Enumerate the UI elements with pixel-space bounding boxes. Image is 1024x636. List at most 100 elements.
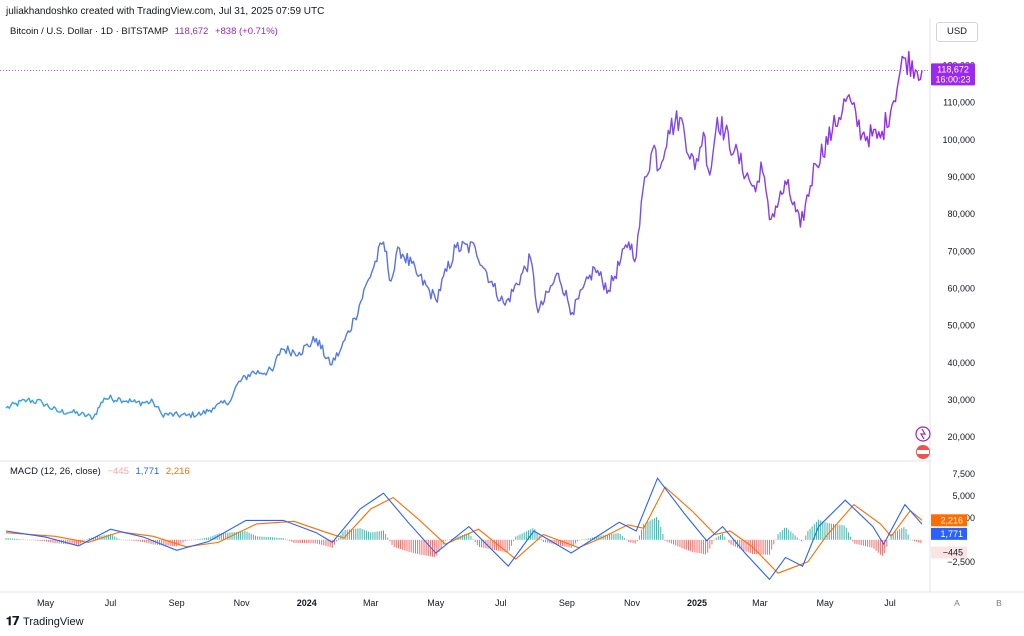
- macd-histogram-bar: [707, 539, 709, 553]
- macd-histogram-bar: [449, 539, 451, 540]
- macd-histogram-bar: [368, 531, 370, 540]
- price-tick-label: 40,000: [947, 358, 975, 368]
- macd-histogram-bar: [500, 539, 502, 552]
- macd-histogram-bar: [649, 520, 651, 540]
- macd-histogram-bar: [487, 539, 489, 549]
- macd-tick-label: 7,500: [952, 469, 975, 479]
- macd-histogram-bar: [854, 539, 856, 544]
- macd-line: [5, 477, 923, 581]
- macd-histogram-bar: [828, 523, 830, 540]
- macd-histogram-bar: [353, 528, 355, 540]
- time-tick-label: 2024: [297, 598, 317, 608]
- footer-brand: 𝟏𝟳 TradingView: [6, 614, 84, 629]
- macd-histogram-bar: [794, 535, 796, 540]
- macd-histogram-bar: [466, 533, 468, 540]
- macd-histogram-bar: [263, 536, 265, 540]
- price-change: +838 (+0.71%): [214, 26, 278, 37]
- macd-histogram-bar: [771, 539, 773, 550]
- macd-histogram-bar: [536, 532, 538, 540]
- macd-legend[interactable]: MACD (12, 26, close) −445 1,771 2,216: [10, 466, 190, 477]
- auto-scale-button[interactable]: A: [954, 598, 960, 608]
- currency-button[interactable]: USD: [936, 22, 978, 42]
- macd-histogram-bar: [557, 539, 559, 546]
- macd-histogram-bar: [289, 539, 291, 541]
- macd-histogram-bar: [425, 539, 427, 556]
- macd-histogram-bar: [673, 539, 675, 545]
- macd-histogram-bar: [515, 536, 517, 540]
- macd-histogram-bar: [406, 539, 408, 552]
- macd-histogram-bar: [393, 539, 395, 548]
- macd-histogram-bar: [293, 539, 295, 543]
- macd-histogram-bar: [46, 539, 48, 542]
- macd-histogram-bar: [412, 539, 414, 553]
- macd-histogram-bar: [387, 537, 389, 540]
- macd-histogram-bar: [378, 531, 380, 540]
- macd-histogram-bar: [355, 528, 357, 540]
- macd-histogram-bar: [687, 539, 689, 551]
- macd-histogram-bar: [380, 530, 382, 540]
- macd-histogram-bar: [110, 533, 112, 540]
- macd-histogram-bar: [619, 533, 621, 540]
- macd-histogram-bar: [692, 539, 694, 552]
- macd-histogram-bar: [114, 536, 116, 540]
- macd-histogram-bar: [641, 529, 643, 540]
- macd-histogram-bar: [186, 539, 188, 541]
- macd-histogram-bar: [461, 535, 463, 540]
- macd-histogram-bar: [195, 539, 197, 540]
- macd-histogram-bar: [832, 523, 834, 540]
- macd-histogram-bar: [359, 528, 361, 540]
- macd-histogram-bar: [803, 539, 805, 541]
- macd-histogram-bar: [118, 538, 120, 540]
- macd-histogram-bar: [37, 539, 39, 541]
- macd-histogram-bar: [144, 539, 146, 543]
- macd-histogram-bar: [246, 531, 248, 540]
- macd-histogram-bar: [124, 539, 126, 541]
- macd-histogram-bar: [135, 539, 137, 542]
- macd-histogram-bar: [476, 539, 478, 546]
- macd-histogram-bar: [314, 539, 316, 544]
- us-flag-stripe: [917, 450, 929, 454]
- macd-histogram-bar: [129, 539, 131, 541]
- price-tick-label: 30,000: [947, 395, 975, 405]
- macd-histogram-bar: [7, 538, 9, 540]
- time-tick-label: Sep: [169, 598, 185, 608]
- macd-histogram-bar: [389, 539, 391, 542]
- macd-histogram-bar: [342, 531, 344, 540]
- macd-histogram-bar: [451, 538, 453, 540]
- macd-histogram-bar: [589, 537, 591, 540]
- macd-line-tag-text: 1,771: [940, 529, 963, 539]
- macd-histogram-bar: [464, 534, 466, 540]
- macd-histogram-bar: [513, 539, 515, 542]
- macd-histogram-bar: [88, 538, 90, 540]
- macd-signal-tag-text: 2,216: [940, 515, 963, 525]
- macd-histogram-bar: [741, 539, 743, 550]
- macd-histogram-bar: [16, 538, 18, 540]
- macd-histogram-bar: [304, 539, 306, 544]
- macd-histogram-bar: [587, 538, 589, 540]
- macd-histogram-bar: [146, 539, 148, 543]
- macd-histogram-bar: [73, 539, 75, 545]
- alert-bolt-icon: [919, 428, 927, 440]
- macd-histogram-bar: [429, 539, 431, 557]
- macd-histogram-bar: [909, 539, 911, 541]
- macd-histogram-bar: [259, 536, 261, 540]
- macd-histogram-bar: [159, 539, 161, 545]
- macd-histogram-bar: [5, 538, 7, 540]
- macd-histogram-bar: [886, 539, 888, 547]
- macd-histogram-bar: [402, 539, 404, 550]
- symbol-legend[interactable]: Bitcoin / U.S. Dollar · 1D · BITSTAMP 11…: [10, 26, 278, 37]
- macd-histogram-bar: [274, 537, 276, 540]
- macd-histogram-bar: [278, 537, 280, 540]
- macd-histogram-bar: [820, 520, 822, 540]
- time-tick-label: May: [37, 598, 55, 608]
- macd-histogram-bar: [191, 539, 193, 541]
- macd-histogram-bar: [630, 539, 632, 543]
- macd-histogram-bar: [24, 539, 26, 541]
- macd-histogram-bar: [11, 538, 13, 540]
- macd-histogram-bar: [48, 539, 50, 542]
- macd-signal-value: 2,216: [165, 466, 190, 477]
- log-scale-button[interactable]: B: [996, 598, 1002, 608]
- macd-histogram-bar: [645, 522, 647, 540]
- macd-histogram-bar: [841, 525, 843, 540]
